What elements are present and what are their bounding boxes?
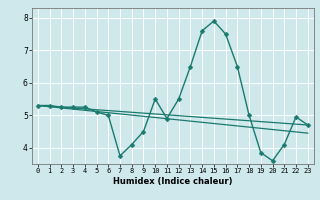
X-axis label: Humidex (Indice chaleur): Humidex (Indice chaleur) <box>113 177 233 186</box>
